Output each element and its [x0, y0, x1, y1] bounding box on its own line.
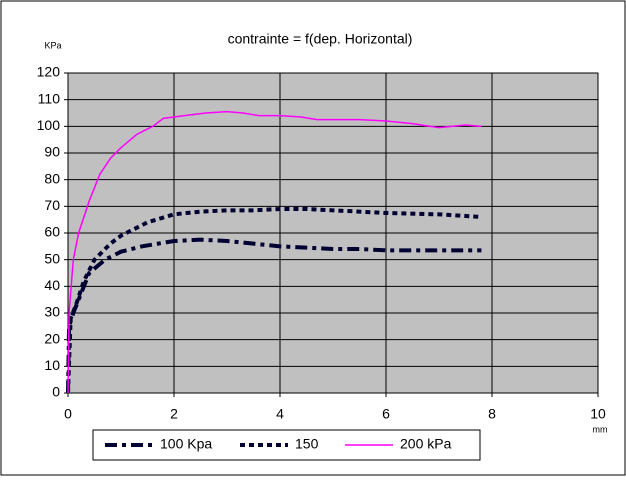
series-line [66, 207, 482, 394]
y-tick-label: 40 [44, 277, 60, 293]
series-line [67, 110, 482, 394]
legend-label: 150 [295, 436, 319, 452]
x-tick-label: 10 [590, 406, 606, 422]
x-axis-label: mm [593, 424, 608, 434]
y-tick-label: 10 [44, 357, 60, 373]
y-tick-label: 120 [37, 64, 61, 80]
y-tick-label: 50 [44, 250, 60, 266]
y-tick-label: 110 [38, 90, 61, 106]
x-tick-label: 8 [488, 406, 496, 422]
chart-title: contrainte = f(dep. Horizontal) [228, 31, 413, 47]
y-tick-label: 30 [44, 304, 60, 320]
y-tick-label: 70 [44, 197, 60, 213]
x-tick-label: 2 [170, 406, 178, 422]
legend-label: 100 Kpa [160, 436, 212, 452]
y-tick-label: 20 [44, 330, 60, 346]
x-tick-label: 0 [64, 406, 72, 422]
y-tick-label: 60 [44, 224, 60, 240]
y-axis-label: KPa [44, 40, 61, 50]
x-tick-label: 4 [276, 406, 284, 422]
y-tick-label: 90 [44, 144, 60, 160]
y-tick-label: 80 [44, 170, 60, 186]
x-tick-label: 6 [382, 406, 390, 422]
y-tick-label: 100 [37, 117, 61, 133]
y-tick-label: 0 [52, 384, 60, 400]
legend-label: 200 kPa [400, 436, 452, 452]
